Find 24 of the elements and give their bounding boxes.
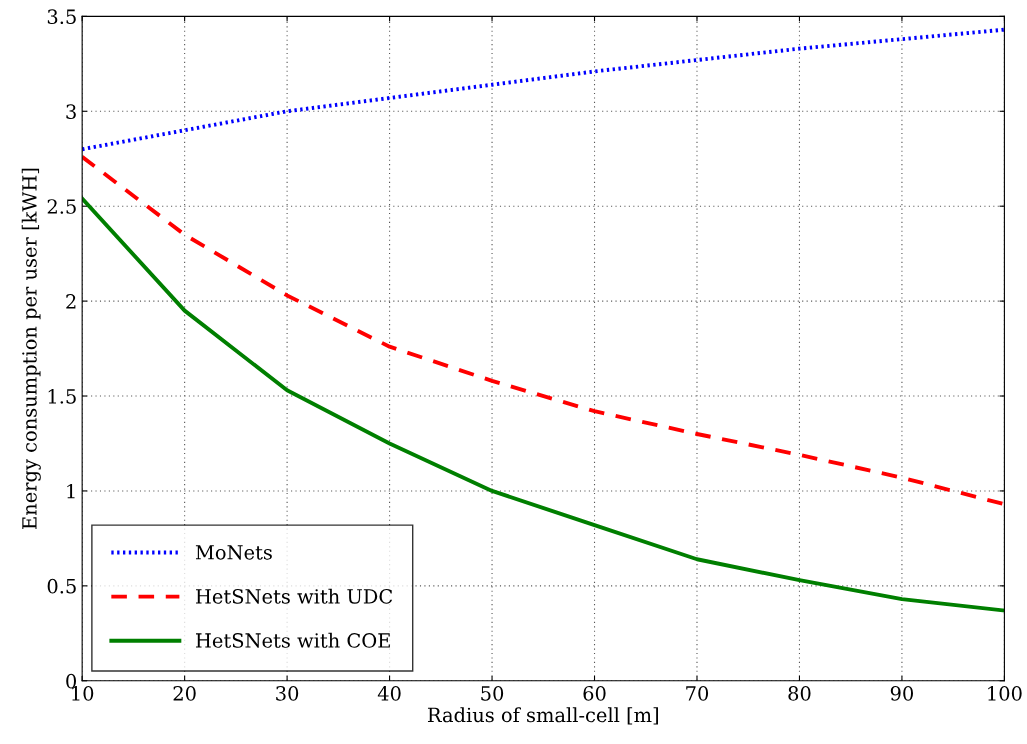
x-tick-label: 90 xyxy=(890,685,914,701)
y-tick-label: 2.5 xyxy=(47,199,76,214)
line-series xyxy=(82,154,1005,507)
x-tick-label: 80 xyxy=(788,685,811,701)
legend-label: HetSNets with UDC xyxy=(196,588,393,604)
y-tick-label: 3 xyxy=(66,104,76,119)
y-tick-label: 2 xyxy=(66,294,76,309)
x-tick-label: 60 xyxy=(583,685,606,701)
legend-label: MoNets xyxy=(195,545,272,560)
y-tick-label: 1 xyxy=(67,483,75,499)
x-tick-label: 40 xyxy=(377,685,401,701)
legend-label: HetSNets with COE xyxy=(196,632,390,648)
x-tick-label: 50 xyxy=(481,685,504,701)
line-series xyxy=(82,27,1005,152)
x-tick-label: 100 xyxy=(988,685,1022,701)
y-tick-label: 0.5 xyxy=(47,578,76,594)
y-axis-title: Energy consumption per user [kWH] xyxy=(21,168,41,529)
x-tick-label: 30 xyxy=(276,685,299,701)
y-tick-label: 3.5 xyxy=(47,9,76,25)
x-axis-title: Radius of small-cell [m] xyxy=(427,707,658,725)
line-series xyxy=(82,196,1005,613)
y-tick-label: 1.5 xyxy=(48,388,76,404)
x-tick-label: 70 xyxy=(686,685,709,701)
x-tick-label: 20 xyxy=(173,685,196,701)
